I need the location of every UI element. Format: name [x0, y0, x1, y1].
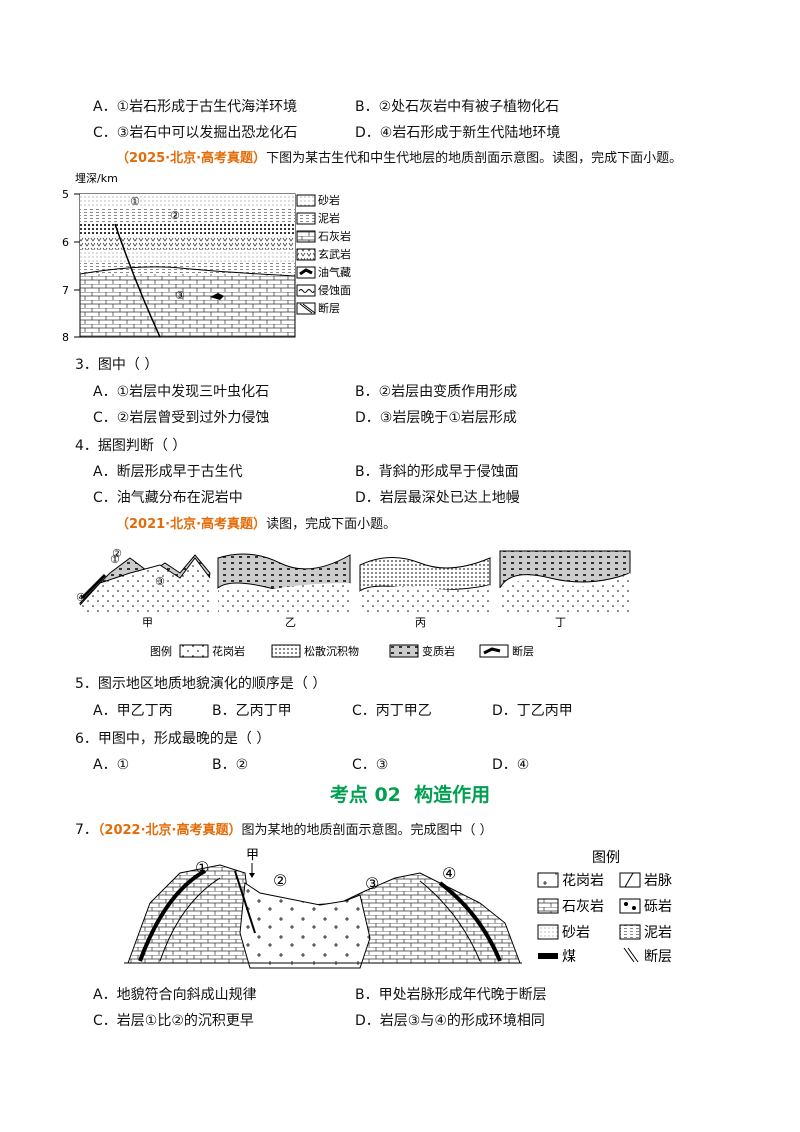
depth-label: 7: [62, 284, 69, 297]
option: D．岩层最深处已达上地幔: [355, 490, 520, 506]
option: B．②: [212, 757, 249, 773]
legend-label: 松散沉积物: [304, 644, 359, 658]
depth-label: 5: [62, 188, 69, 201]
layer-label: ②: [170, 209, 180, 222]
option: B．背斜的形成早于侵蚀面: [355, 464, 519, 480]
legend-label: 煤: [562, 949, 576, 965]
legend-label: 石灰岩: [318, 229, 351, 243]
legend: 砂岩 泥岩 石灰岩 玄武岩 油气藏 侵蚀面 断层: [296, 193, 351, 315]
question-stem: 图为某地的地质剖面示意图。完成图中（ ）: [241, 823, 493, 838]
option: D．④岩石形成于新生代陆地环境: [355, 125, 561, 141]
legend-title: 图例: [150, 644, 172, 658]
question: 3．图中（ ）: [75, 357, 159, 373]
source: （2021·北京·高考真题）: [116, 517, 267, 532]
source: （2025·北京·高考真题）: [116, 151, 267, 166]
option: A．断层形成早于古生代: [93, 464, 243, 480]
option: A．①岩层中发现三叶虫化石: [93, 384, 270, 400]
intro: （2025·北京·高考真题）下图为某古生代和中生代地层的地质剖面示意图。读图，完…: [116, 149, 682, 168]
intro-text: 下图为某古生代和中生代地层的地质剖面示意图。读图，完成下面小题。: [266, 151, 683, 166]
legend-label: 花岗岩: [562, 873, 604, 889]
mark-label: ③: [155, 575, 165, 588]
panel-label: 乙: [285, 616, 296, 629]
panel-label: 丙: [415, 616, 426, 629]
mark-label: ①: [195, 858, 209, 877]
source: （2022·北京·高考真题）: [97, 823, 242, 838]
intro-text: 读图，完成下面小题。: [266, 517, 397, 532]
legend-label: 砂岩: [318, 193, 340, 207]
question: 4．据图判断（ ）: [75, 438, 187, 454]
legend-label: 花岗岩: [212, 644, 245, 658]
option: A．①: [93, 757, 130, 773]
question: 7．（2022·北京·高考真题）图为某地的地质剖面示意图。完成图中（ ）: [75, 821, 493, 840]
option: C．丙丁甲乙: [352, 703, 432, 719]
mark-label: ②: [273, 871, 287, 890]
option: B．甲处岩脉形成年代晚于断层: [355, 987, 547, 1003]
option: B．②岩层由变质作用形成: [355, 384, 518, 400]
figure-2: ① ② ③ ④ 甲 乙 丙 丁 图例 花岗岩 松散沉积物 变质岩 断层: [76, 547, 631, 658]
legend-label: 岩脉: [644, 873, 672, 889]
legend-label: 侵蚀面: [318, 283, 351, 297]
option: D．④: [492, 757, 530, 773]
layer-label: ③: [175, 289, 185, 302]
figure-3: ① 甲 ② ③ ④ 图例 花岗岩 岩脉 石灰岩 砾岩 砂岩 泥岩 煤 断层: [124, 848, 672, 969]
question: 5．图示地区地质地貌演化的顺序是（ ）: [75, 676, 327, 692]
axis-label: 埋深/km: [75, 172, 118, 185]
mark-label: ④: [76, 591, 86, 604]
mark-label: ①: [110, 553, 120, 566]
panel-label: 丁: [555, 616, 566, 629]
legend-label: 断层: [512, 644, 534, 658]
option: C．③岩石中可以发掘出恐龙化石: [93, 125, 298, 141]
option: C．②岩层曾受到过外力侵蚀: [93, 410, 270, 426]
legend-label: 变质岩: [422, 644, 455, 658]
legend-label: 石灰岩: [562, 899, 604, 915]
option: B．乙丙丁甲: [212, 703, 292, 719]
legend: 图例 花岗岩 岩脉 石灰岩 砾岩 砂岩 泥岩 煤 断层: [537, 850, 672, 965]
depth-label: 8: [62, 331, 69, 344]
panel-label: 甲: [142, 616, 153, 629]
option: C．③: [352, 757, 389, 773]
option: A．地貌符合向斜成山规律: [93, 987, 257, 1003]
option: D．丁乙丙甲: [492, 703, 573, 719]
question-number: 7．: [75, 822, 98, 838]
mark-label: ③: [365, 874, 379, 893]
mark-label: ④: [442, 864, 456, 883]
section-heading: 考点 02 构造作用: [329, 784, 491, 806]
option: C．油气藏分布在泥岩中: [93, 490, 243, 506]
intro: （2021·北京·高考真题）读图，完成下面小题。: [116, 515, 396, 534]
legend-label: 泥岩: [644, 925, 672, 941]
legend-label: 玄武岩: [318, 247, 351, 261]
legend-label: 油气藏: [318, 265, 351, 279]
layer-label: ①: [130, 195, 140, 208]
depth-label: 6: [62, 236, 69, 249]
legend-label: 砂岩: [562, 925, 590, 941]
legend-title: 图例: [592, 850, 620, 866]
mark-label: 甲: [246, 848, 259, 863]
figure-1: 埋深/km 5 6 7 8 ① ② ③ 砂岩 泥岩 石灰岩 玄武岩 油气藏 侵蚀…: [62, 172, 351, 344]
option: C．岩层①比②的沉积更早: [93, 1013, 254, 1029]
mark-label: ②: [112, 547, 122, 560]
option: B．②处石灰岩中有被子植物化石: [355, 99, 560, 115]
legend-label: 泥岩: [318, 211, 340, 225]
option: D．③岩层晚于①岩层形成: [355, 410, 517, 426]
legend-label: 砾岩: [644, 899, 672, 915]
option: A．甲乙丁丙: [93, 703, 173, 719]
option: D．岩层③与④的形成环境相同: [355, 1013, 545, 1029]
legend-label: 断层: [318, 301, 340, 315]
option: A．①岩石形成于古生代海洋环境: [93, 99, 298, 115]
legend-label: 断层: [644, 949, 672, 965]
question: 6．甲图中，形成最晚的是（ ）: [75, 731, 271, 747]
